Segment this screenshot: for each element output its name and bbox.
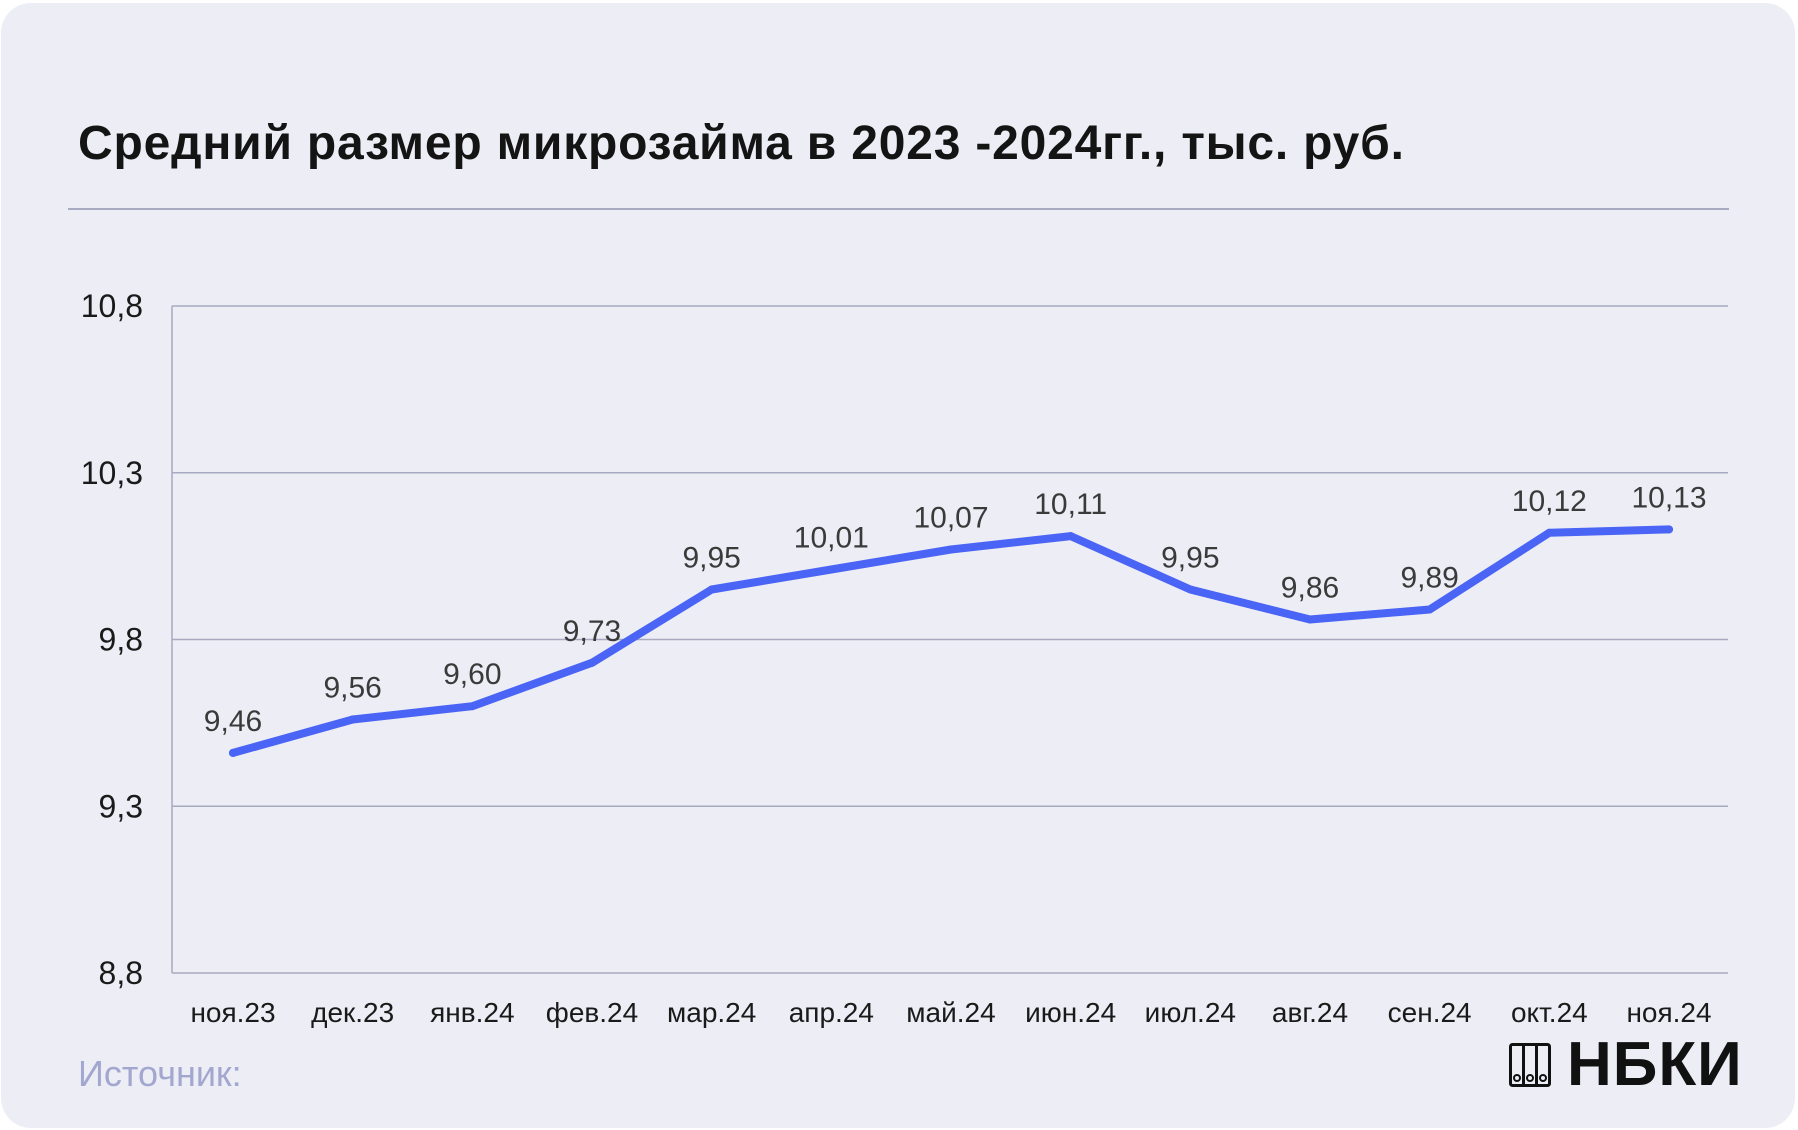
data-label: 9,73 bbox=[563, 615, 621, 648]
data-label: 9,95 bbox=[1161, 541, 1219, 574]
data-point bbox=[947, 545, 955, 554]
data-label: 10,13 bbox=[1631, 481, 1706, 514]
data-label: 10,11 bbox=[1034, 488, 1107, 521]
data-point bbox=[827, 565, 836, 574]
x-tick-label: сен.24 bbox=[1388, 997, 1472, 1028]
x-tick-label: янв.24 bbox=[430, 997, 514, 1028]
y-tick-label: 8,8 bbox=[99, 955, 143, 991]
data-point bbox=[1306, 615, 1314, 624]
x-axis-tick-labels: ноя.23 дек.23 янв.24 фев.24 мар.24 апр.24 май.… bbox=[190, 997, 1711, 1028]
data-label: 10,01 bbox=[794, 521, 869, 554]
brand-name: НБКИ bbox=[1567, 1030, 1743, 1099]
data-point bbox=[707, 585, 716, 594]
data-point bbox=[1665, 525, 1673, 534]
title-divider bbox=[68, 208, 1729, 210]
data-point bbox=[1545, 528, 1554, 537]
data-label: 9,60 bbox=[443, 658, 501, 691]
data-labels: 9,46 9,56 9,60 9,73 9,95 10,01 10,07 10,11 9,95 9… bbox=[204, 481, 1707, 737]
x-tick-label: апр.24 bbox=[789, 997, 874, 1028]
data-label: 10,07 bbox=[913, 501, 988, 534]
x-tick-label: фев.24 bbox=[546, 997, 638, 1028]
x-tick-label: авг.24 bbox=[1272, 997, 1348, 1028]
data-label: 9,86 bbox=[1281, 571, 1339, 604]
data-point bbox=[348, 715, 357, 724]
brand-logo: НБКИ bbox=[1509, 1030, 1743, 1099]
data-label: 9,56 bbox=[323, 672, 381, 705]
data-label: 9,46 bbox=[204, 705, 262, 738]
x-tick-label: мар.24 bbox=[667, 997, 756, 1028]
gridlines bbox=[171, 305, 1728, 974]
x-tick-label: дек.23 bbox=[311, 997, 394, 1028]
data-point bbox=[588, 658, 596, 667]
data-point bbox=[229, 748, 237, 757]
y-tick-label: 10,8 bbox=[81, 288, 143, 324]
chart-card: Средний размер микрозайма в 2023 -2024гг… bbox=[1, 3, 1795, 1128]
x-tick-label: июн.24 bbox=[1025, 997, 1116, 1028]
data-label: 9,89 bbox=[1400, 561, 1458, 594]
line-chart: 8,8 9,3 9,8 10,3 10,8 ноя.23 дек.23 янв.24 фев.… bbox=[81, 288, 1728, 1028]
y-axis-tick-labels: 8,8 9,3 9,8 10,3 10,8 bbox=[81, 288, 143, 991]
data-point bbox=[1186, 585, 1195, 594]
y-tick-label: 10,3 bbox=[81, 455, 143, 491]
data-point bbox=[1425, 605, 1434, 614]
brand-logo-mark-icon bbox=[1509, 1043, 1551, 1087]
series-layer bbox=[229, 525, 1673, 757]
y-tick-label: 9,3 bbox=[99, 788, 143, 824]
x-tick-label: ноя.24 bbox=[1626, 997, 1711, 1028]
data-label: 10,12 bbox=[1512, 485, 1587, 518]
source-label: Источник: bbox=[78, 1053, 242, 1094]
x-tick-label: май.24 bbox=[906, 997, 995, 1028]
chart-title: Средний размер микрозайма в 2023 -2024гг… bbox=[78, 117, 1405, 170]
data-point bbox=[468, 702, 477, 711]
data-label: 9,95 bbox=[682, 541, 740, 574]
x-tick-label: окт.24 bbox=[1511, 997, 1588, 1028]
y-tick-label: 9,8 bbox=[99, 622, 143, 658]
x-tick-label: ноя.23 bbox=[190, 997, 275, 1028]
data-point bbox=[1066, 532, 1075, 541]
x-tick-label: июл.24 bbox=[1145, 997, 1236, 1028]
